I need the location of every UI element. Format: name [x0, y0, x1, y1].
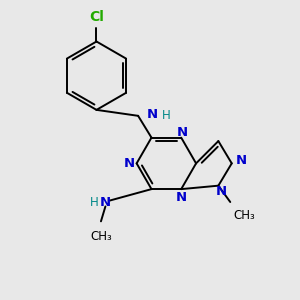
Text: N: N	[177, 126, 188, 139]
Text: N: N	[100, 196, 111, 208]
Text: N: N	[146, 108, 158, 121]
Text: CH₃: CH₃	[233, 209, 255, 222]
Text: H: H	[90, 196, 99, 208]
Text: N: N	[236, 154, 247, 167]
Text: Cl: Cl	[89, 10, 104, 24]
Text: N: N	[124, 157, 135, 170]
Text: CH₃: CH₃	[90, 230, 112, 243]
Text: N: N	[216, 184, 227, 197]
Text: H: H	[162, 109, 171, 122]
Text: N: N	[176, 191, 187, 204]
